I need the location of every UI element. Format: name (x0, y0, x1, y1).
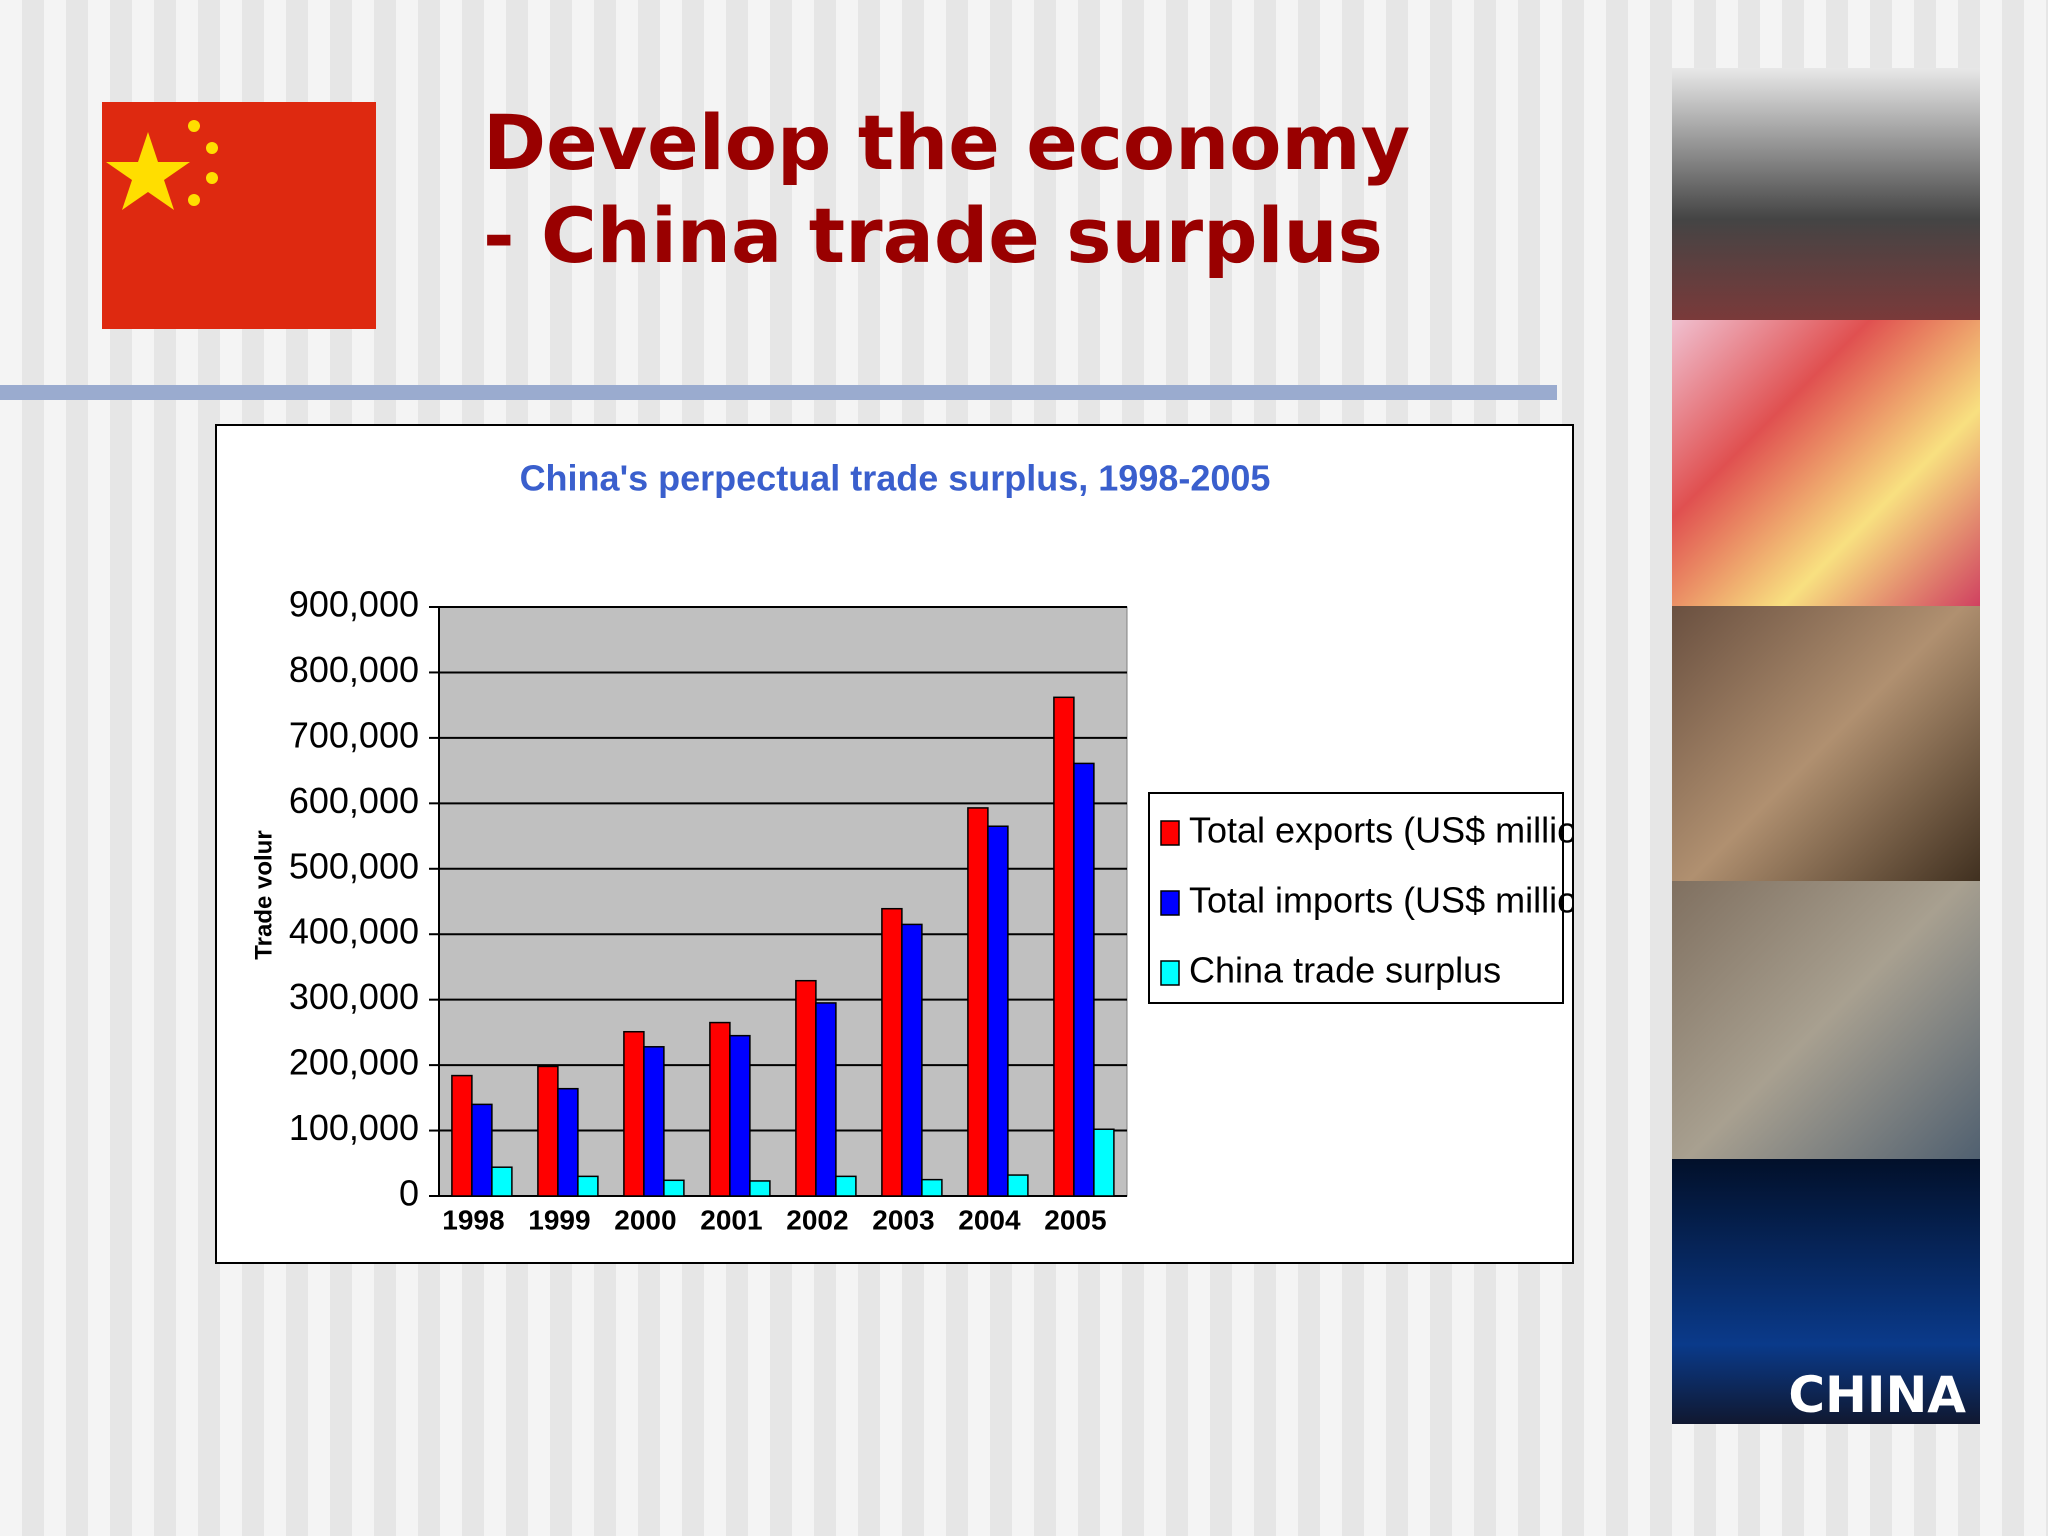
y-tick-label: 700,000 (289, 714, 419, 755)
bar (471, 1103, 493, 1197)
x-tick-label: 2004 (958, 1204, 1021, 1235)
china-flag (102, 102, 376, 329)
bar (557, 1087, 579, 1197)
x-tick-label: 2000 (614, 1204, 676, 1235)
y-axis-label: Trade volur (250, 830, 277, 959)
y-tick-label: 0 (399, 1173, 419, 1214)
divider (0, 385, 1557, 400)
photo (1672, 320, 1980, 606)
bar (491, 1166, 513, 1197)
y-tick-label: 500,000 (289, 845, 419, 886)
legend-label: Total exports (US$ million) (1189, 810, 1574, 851)
bar (709, 1021, 731, 1197)
bar (1007, 1174, 1029, 1197)
x-tick-label: 2002 (786, 1204, 848, 1235)
legend-box (1148, 792, 1564, 1004)
photo (1672, 68, 1980, 320)
title-line: Develop the economy (483, 98, 1411, 187)
x-tick-label: 2001 (700, 1204, 762, 1235)
title-line: - China trade surplus (483, 191, 1383, 280)
legend-label: China trade surplus (1189, 950, 1501, 991)
y-tick-label: 200,000 (289, 1042, 419, 1083)
y-tick-label: 600,000 (289, 780, 419, 821)
legend-swatch (1160, 960, 1180, 986)
bar (987, 825, 1009, 1197)
x-tick-label: 2005 (1044, 1204, 1106, 1235)
chart: China's perpectual trade surplus, 1998-2… (215, 424, 1574, 1264)
bar (795, 979, 817, 1197)
bar (901, 923, 923, 1197)
bar (663, 1179, 685, 1197)
x-tick-label: 1999 (528, 1204, 590, 1235)
bar (643, 1046, 665, 1197)
photo-caption: CHINA (1788, 1366, 1966, 1424)
bar (451, 1074, 473, 1197)
photo (1672, 606, 1980, 881)
bar (537, 1065, 559, 1197)
bar (729, 1034, 751, 1197)
bar (967, 807, 989, 1197)
bar (881, 907, 903, 1197)
bar (623, 1030, 645, 1197)
bar (1073, 762, 1095, 1197)
x-tick-label: 1998 (442, 1204, 504, 1235)
bar (1053, 696, 1075, 1197)
photo (1672, 881, 1980, 1159)
bar (835, 1175, 857, 1197)
x-tick-label: 2003 (872, 1204, 934, 1235)
y-tick-label: 300,000 (289, 976, 419, 1017)
bar (577, 1175, 599, 1197)
photo: CHINA (1672, 1159, 1980, 1424)
bar (749, 1180, 771, 1197)
bar (921, 1178, 943, 1197)
y-tick-label: 400,000 (289, 911, 419, 952)
y-tick-label: 100,000 (289, 1107, 419, 1148)
photo-strip: CHINA (1672, 68, 1980, 1424)
y-tick-label: 900,000 (289, 584, 419, 625)
legend-swatch (1160, 890, 1180, 916)
bar (815, 1002, 837, 1197)
chart-title: China's perpectual trade surplus, 1998-2… (520, 458, 1271, 499)
legend-label: Total imports (US$ million) (1189, 880, 1574, 921)
bar (1093, 1128, 1115, 1197)
legend-swatch (1160, 820, 1180, 846)
y-tick-label: 800,000 (289, 649, 419, 690)
